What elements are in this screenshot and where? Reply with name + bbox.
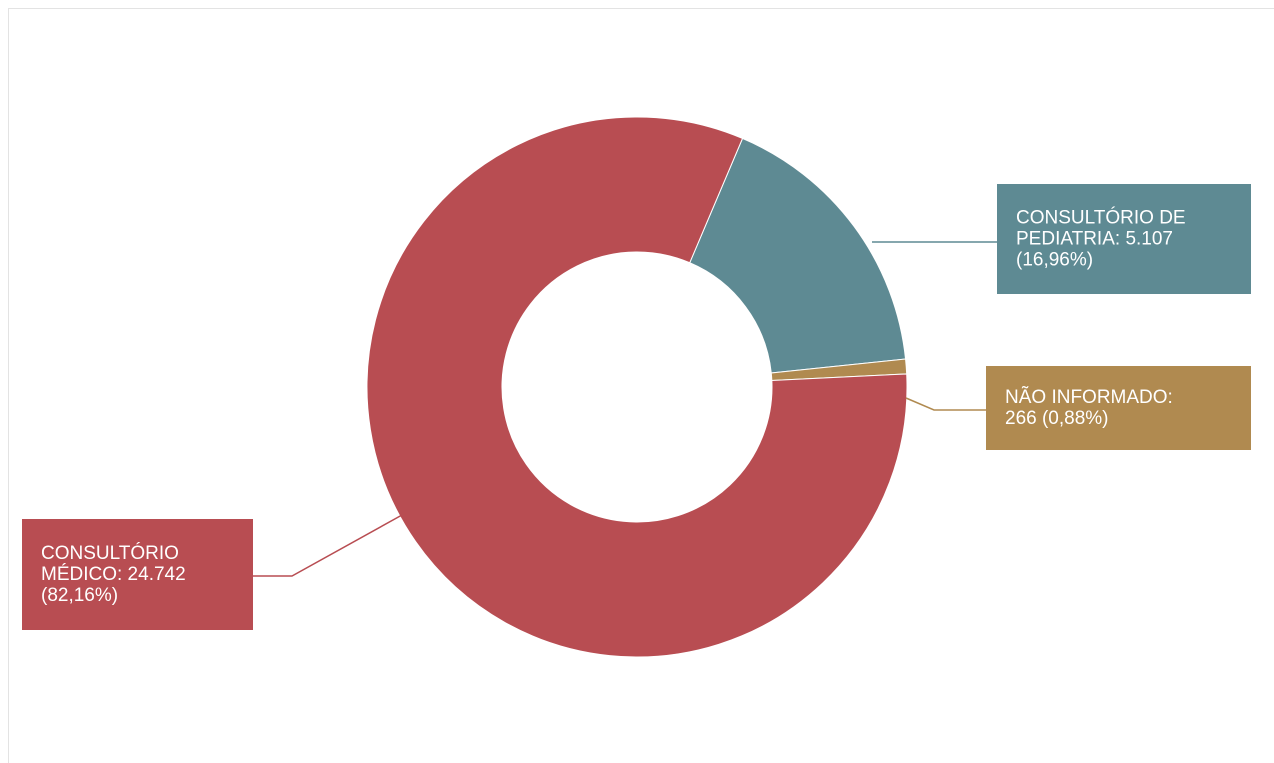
data-label-nao-informado: NÃO INFORMADO:266 (0,88%) [986, 366, 1251, 450]
data-label-box [22, 519, 253, 630]
data-label-text: (82,16%) [41, 585, 118, 606]
data-label-box [986, 366, 1251, 450]
leader-line-nao-informado [905, 397, 986, 411]
data-label-text: (16,96%) [1016, 250, 1093, 271]
leader-lines [253, 241, 997, 577]
slice-consultorio-de-pediatria[interactable] [689, 137, 907, 374]
data-label-text: NÃO INFORMADO: [1005, 386, 1173, 408]
data-label-text: 266 (0,88%) [1005, 408, 1109, 429]
donut-slices [366, 116, 908, 658]
data-label-text: MÉDICO: 24.742 [41, 564, 186, 585]
data-label-text: CONSULTÓRIO DE [1016, 207, 1186, 229]
data-label-text: CONSULTÓRIO [41, 542, 179, 564]
data-label-text: PEDIATRIA: 5.107 [1016, 229, 1173, 250]
leader-line-consultorio-medico [253, 514, 403, 577]
slice-consultorio-medico[interactable] [366, 116, 908, 658]
data-label-box [997, 184, 1251, 294]
